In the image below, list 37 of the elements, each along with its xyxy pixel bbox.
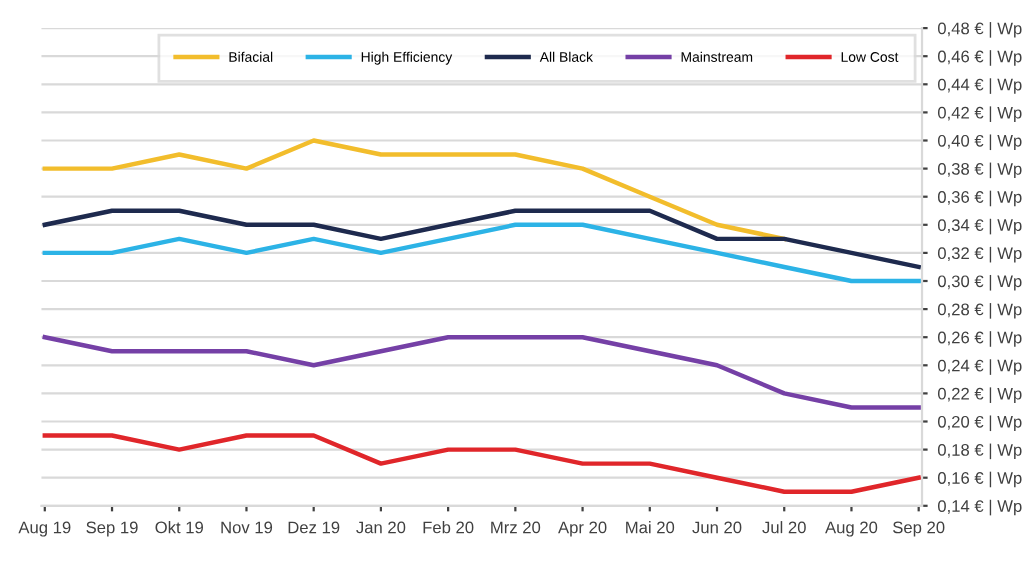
- x-tick-label: Feb 20: [423, 521, 474, 534]
- x-tick-label: Apr 20: [558, 521, 607, 537]
- y-tick-label: 0,48 € | Wp: [937, 22, 1022, 38]
- x-tick-label: Jan 20: [356, 521, 406, 534]
- y-tick-label: 0,26 € | Wp: [937, 331, 1022, 347]
- y-tick-label: 0,22 € | Wp: [937, 387, 1022, 403]
- x-tick-label: Mrz 20: [491, 521, 541, 534]
- x-tick-label: Jun 20: [692, 521, 742, 534]
- y-tick-label: 0,16 € | Wp: [937, 471, 1022, 488]
- y-tick-label: 0,38 € | Wp: [937, 162, 1022, 179]
- line-series: [42, 433, 921, 494]
- y-tick-label: 0,42 € | Wp: [937, 106, 1022, 122]
- x-tick-label: Sep 19: [86, 521, 138, 537]
- line-series: [42, 138, 787, 242]
- x-tick-label: Aug 20: [825, 521, 878, 537]
- x-tick-label: Nov 19: [221, 521, 273, 534]
- y-tick-label: 0,24 € | Wp: [937, 359, 1022, 375]
- line-series: [42, 208, 921, 270]
- line-series: [42, 334, 921, 410]
- y-tick-label: 0,40 € | Wp: [937, 134, 1022, 151]
- x-tick-label: Mai 20: [626, 521, 675, 534]
- y-tick-label: 0,32 € | Wp: [937, 246, 1022, 263]
- x-tick-label: Sep 20: [893, 521, 945, 537]
- y-tick-label: 0,46 € | Wp: [937, 50, 1022, 66]
- y-tick-label: 0,28 € | Wp: [937, 303, 1022, 319]
- x-tick-label: Jul 20: [762, 521, 806, 534]
- y-tick-label: 0,34 € | Wp: [937, 218, 1022, 235]
- y-tick-label: 0,30 € | Wp: [937, 274, 1022, 291]
- x-tick-label: Dez 19: [288, 521, 340, 534]
- y-tick-label: 0,18 € | Wp: [937, 443, 1022, 460]
- x-tick-label: Okt 19: [155, 521, 203, 534]
- line-series: [42, 222, 921, 284]
- y-tick-label: 0,44 € | Wp: [937, 78, 1022, 94]
- y-tick-label: 0,14 € | Wp: [937, 499, 1022, 516]
- y-tick-label: 0,20 € | Wp: [937, 415, 1022, 432]
- x-tick-label: Aug 19: [18, 521, 71, 537]
- y-tick-label: 0,36 € | Wp: [937, 190, 1022, 207]
